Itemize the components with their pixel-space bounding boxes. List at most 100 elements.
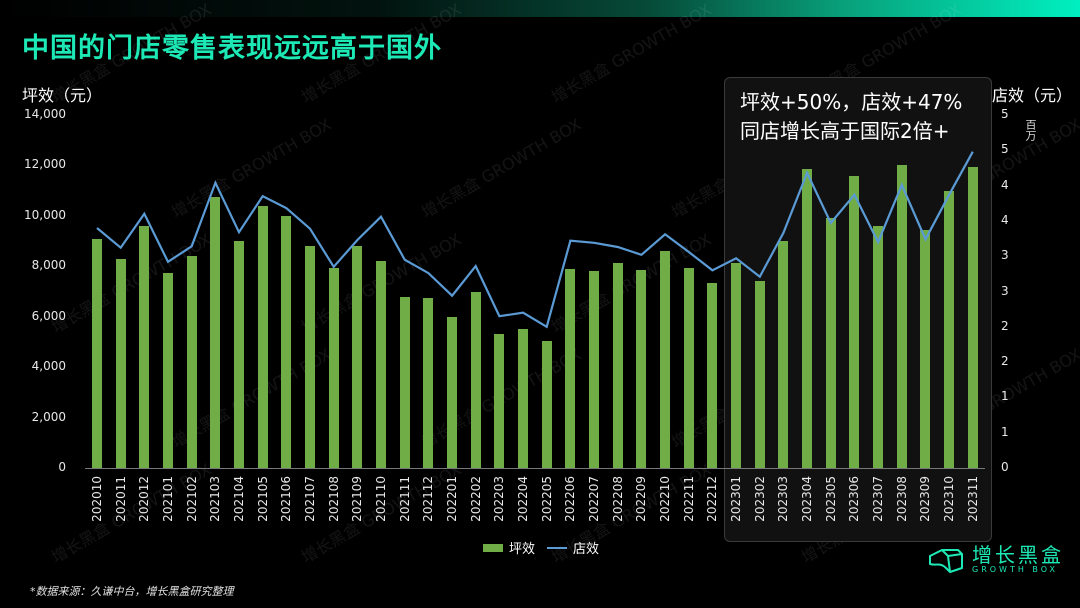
callout-line-1: 坪效+50%，店效+47% [740, 90, 963, 114]
data-source-note: *数据来源：久谦中台，增长黑盒研究整理 [30, 585, 234, 598]
bar-202204 [518, 329, 529, 468]
x-label-202208: 202208 [610, 476, 625, 522]
x-label-202206: 202206 [563, 476, 578, 522]
left-tick-label: 6,000 [31, 308, 66, 323]
bar-202303 [778, 241, 789, 468]
right-tick-label: 4 [1001, 177, 1009, 192]
bar-202109 [352, 246, 363, 468]
left-tick-label: 0 [58, 460, 66, 474]
x-label-202202: 202202 [468, 476, 483, 522]
right-axis-unit: 百万 [1024, 119, 1037, 141]
bar-202208 [612, 262, 623, 468]
x-label-202204: 202204 [516, 476, 531, 522]
cube-logo-icon [929, 548, 963, 573]
legend-line-label: 店效 [573, 542, 600, 557]
right-tick-label: 5 [1001, 107, 1009, 121]
x-label-202305: 202305 [823, 476, 838, 522]
x-label-202103: 202103 [208, 476, 223, 522]
bar-202104 [234, 241, 245, 468]
x-label-202105: 202105 [255, 476, 270, 522]
x-label-202210: 202210 [658, 476, 673, 522]
bar-202110 [376, 261, 387, 468]
x-label-202302: 202302 [752, 476, 767, 522]
legend: 坪效 店效 [483, 538, 599, 557]
bar-202202 [470, 291, 481, 468]
bar-202212 [707, 282, 718, 468]
bar-202211 [683, 267, 694, 468]
bar-202205 [541, 340, 552, 468]
x-label-202201: 202201 [445, 476, 460, 522]
left-tick-label: 10,000 [24, 207, 66, 222]
x-label-202311: 202311 [965, 476, 980, 522]
bar-202201 [447, 316, 458, 468]
left-axis-title: 坪效（元） [22, 86, 103, 105]
left-tick-label: 2,000 [31, 409, 66, 424]
bar-202309 [920, 229, 931, 468]
bar-202010 [92, 238, 102, 468]
x-label-202303: 202303 [776, 476, 791, 522]
x-label-202203: 202203 [492, 476, 507, 522]
bar-202203 [494, 334, 505, 468]
bar-202012 [139, 225, 150, 468]
right-tick-label: 3 [1001, 248, 1009, 263]
bar-202112 [423, 297, 434, 468]
x-label-202104: 202104 [232, 476, 247, 522]
bar-202308 [896, 165, 907, 468]
x-label-202012: 202012 [137, 476, 152, 522]
logo-text-cn: 增长黑盒 [972, 543, 1064, 567]
x-label-202108: 202108 [326, 476, 341, 522]
left-tick-label: 8,000 [31, 258, 66, 273]
bar-202106 [281, 215, 292, 468]
bar-202209 [636, 270, 647, 468]
bar-202108 [328, 267, 339, 468]
callout-line-2: 同店增长高于国际2倍+ [740, 119, 950, 143]
x-label-202308: 202308 [894, 476, 909, 522]
x-label-202310: 202310 [942, 476, 957, 522]
bar-202302 [754, 281, 765, 468]
x-label-202111: 202111 [397, 476, 412, 522]
right-tick-label: 2 [1001, 354, 1009, 369]
right-tick-label: 1 [1001, 389, 1009, 404]
x-label-202205: 202205 [539, 476, 554, 522]
x-label-202011: 202011 [113, 476, 128, 522]
bar-202103 [210, 196, 221, 468]
bar-202210 [660, 251, 671, 468]
x-label-202109: 202109 [350, 476, 365, 522]
x-label-202211: 202211 [681, 476, 696, 522]
bar-202311 [967, 166, 978, 468]
bar-202101 [163, 272, 173, 468]
right-tick-label: 1 [1001, 424, 1009, 439]
right-tick-label: 5 [1001, 142, 1009, 157]
x-label-202304: 202304 [800, 476, 815, 522]
x-label-202010: 202010 [90, 476, 104, 522]
left-tick-label: 4,000 [31, 359, 66, 374]
bar-202305 [825, 218, 836, 468]
legend-bar-label: 坪效 [509, 542, 536, 557]
bar-202102 [186, 256, 197, 468]
right-tick-label: 3 [1001, 283, 1009, 298]
right-tick-label: 2 [1001, 318, 1009, 333]
legend-line-swatch [547, 546, 568, 549]
bar-202306 [849, 175, 860, 468]
right-tick-label: 4 [1001, 212, 1009, 227]
bar-202304 [802, 169, 813, 468]
brand-logo: 增长黑盒 GROWTH BOX [928, 545, 1064, 574]
x-label-202309: 202309 [918, 476, 933, 522]
bar-202105 [257, 205, 268, 468]
logo-text-en: GROWTH BOX [972, 565, 1059, 574]
top-gradient-bar [0, 0, 1080, 17]
right-tick-label: 0 [1001, 460, 1009, 474]
bar-202111 [399, 296, 410, 468]
bar-202206 [565, 268, 576, 468]
x-label-202306: 202306 [847, 476, 862, 522]
page-title: 中国的门店零售表现远远高于国外 [22, 33, 442, 64]
x-label-202106: 202106 [279, 476, 294, 522]
right-axis-title: 店效（元） [992, 86, 1073, 105]
callout-text: 坪效+50%，店效+47% 同店增长高于国际2倍+ [740, 88, 962, 146]
left-tick-label: 14,000 [24, 107, 66, 121]
x-label-202102: 202102 [184, 476, 199, 522]
x-label-202112: 202112 [421, 476, 436, 522]
x-label-202101: 202101 [161, 476, 175, 522]
x-label-202209: 202209 [634, 476, 649, 522]
